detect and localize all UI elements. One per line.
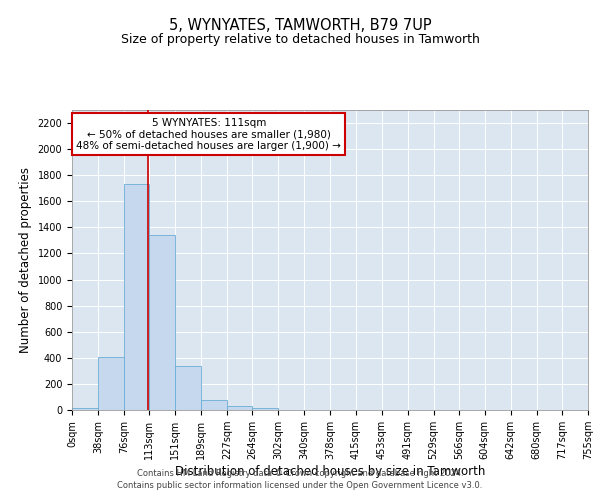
Bar bbox=[227, 406, 253, 410]
Bar bbox=[253, 408, 278, 410]
Text: Contains public sector information licensed under the Open Government Licence v3: Contains public sector information licen… bbox=[118, 481, 482, 490]
Bar bbox=[175, 366, 201, 410]
Text: 5 WYNYATES: 111sqm
← 50% of detached houses are smaller (1,980)
48% of semi-deta: 5 WYNYATES: 111sqm ← 50% of detached hou… bbox=[76, 118, 341, 150]
Text: 5, WYNYATES, TAMWORTH, B79 7UP: 5, WYNYATES, TAMWORTH, B79 7UP bbox=[169, 18, 431, 32]
Bar bbox=[149, 234, 175, 410]
X-axis label: Distribution of detached houses by size in Tamworth: Distribution of detached houses by size … bbox=[175, 465, 485, 478]
Bar bbox=[98, 356, 124, 410]
Bar bbox=[201, 400, 227, 410]
Y-axis label: Number of detached properties: Number of detached properties bbox=[19, 167, 32, 353]
Text: Size of property relative to detached houses in Tamworth: Size of property relative to detached ho… bbox=[121, 32, 479, 46]
Text: Contains HM Land Registry data © Crown copyright and database right 2024.: Contains HM Land Registry data © Crown c… bbox=[137, 468, 463, 477]
Bar bbox=[124, 184, 149, 410]
Bar bbox=[72, 408, 98, 410]
